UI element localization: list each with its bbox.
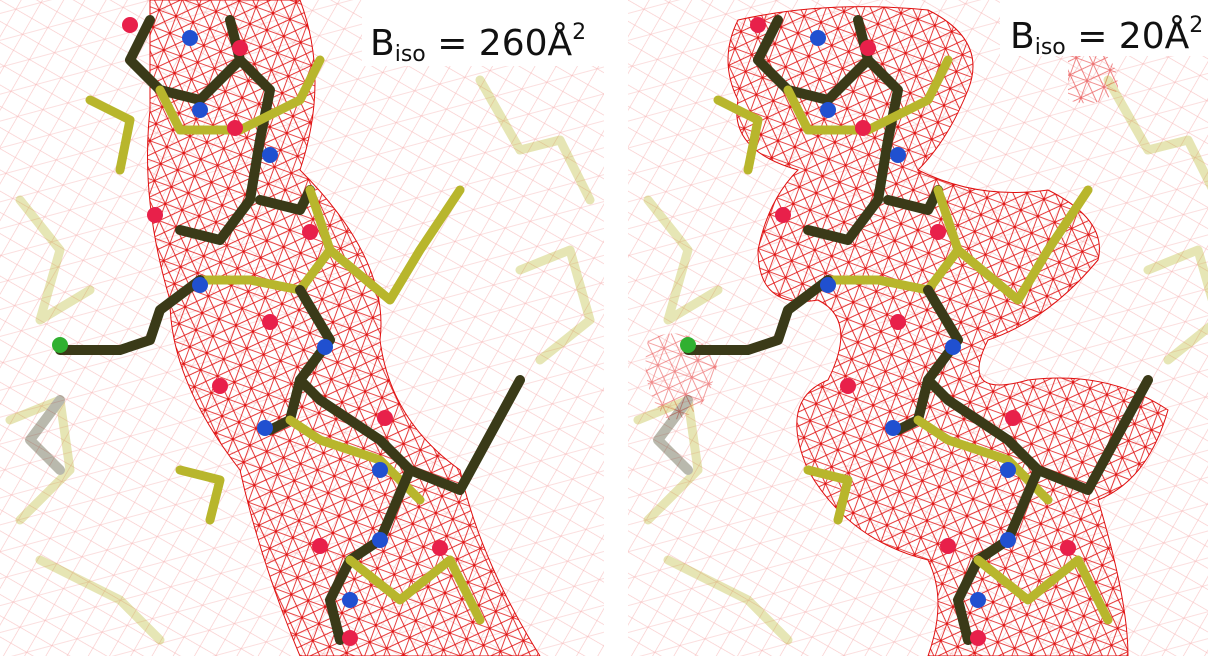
label-superscript: 2 [572, 20, 586, 45]
label-subscript: iso [1035, 35, 1066, 60]
label-text: = 20Å [1066, 14, 1190, 57]
figure: Biso = 260Å2 Biso = 20Å2 [0, 0, 1208, 656]
left-panel: Biso = 260Å2 [0, 0, 604, 656]
label-superscript: 2 [1189, 13, 1203, 38]
label-text: = 260Å [426, 21, 573, 64]
page: Biso = 260Å2 Biso = 20Å2 (() => { const … [0, 0, 1208, 656]
label-subscript: iso [395, 42, 426, 67]
right-panel: Biso = 20Å2 [628, 0, 1208, 656]
label-symbol: B [370, 23, 395, 64]
label-symbol: B [1010, 16, 1035, 57]
